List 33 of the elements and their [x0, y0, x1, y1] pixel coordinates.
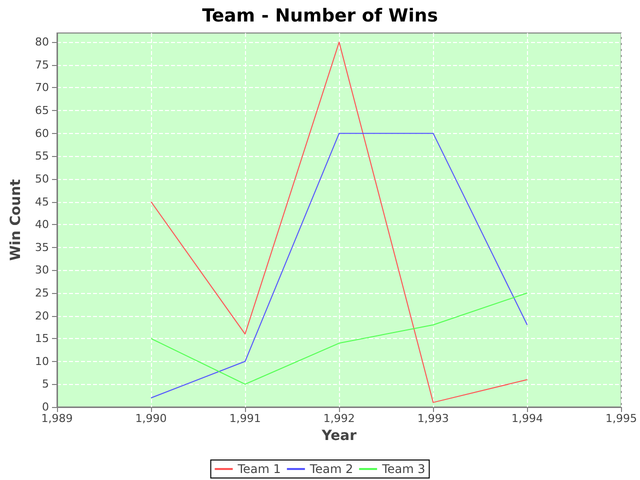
legend-label: Team 3	[381, 462, 426, 476]
y-tick-label: 60	[35, 126, 49, 140]
x-tick-label: 1,995	[606, 412, 638, 425]
y-tick-label: 15	[35, 332, 49, 346]
y-tick-label: 35	[35, 240, 49, 254]
y-tick-label: 10	[35, 354, 49, 368]
y-tick-label: 70	[35, 81, 49, 94]
y-tick-label: 55	[35, 150, 49, 163]
x-axis-title: Year	[320, 428, 357, 444]
y-tick-label: 20	[35, 309, 49, 322]
x-tick-label: 1,992	[323, 412, 355, 425]
legend-label: Team 2	[308, 462, 354, 476]
line-series	[150, 42, 528, 403]
y-tick-label: 0	[42, 400, 49, 414]
line-series	[150, 132, 528, 398]
x-tick-label: 1,993	[417, 412, 449, 425]
y-tick-label: 25	[35, 286, 49, 300]
y-tick-label: 75	[35, 58, 49, 72]
y-tick-label: 80	[35, 36, 49, 49]
line-series	[150, 292, 528, 385]
y-tick-label: 45	[35, 195, 49, 208]
y-tick-label: 5	[42, 378, 49, 391]
y-tick-label: 30	[35, 264, 49, 277]
x-tick-label: 1,990	[135, 412, 167, 425]
legend-label: Team 1	[236, 462, 281, 476]
y-axis-title: Win Count	[8, 178, 24, 261]
x-tick-label: 1,989	[41, 412, 73, 425]
chart-title: Team - Number of Wins	[202, 6, 438, 26]
y-tick-label: 40	[35, 218, 49, 232]
x-tick-label: 1,994	[511, 412, 543, 425]
y-tick-label: 65	[35, 104, 49, 118]
x-tick-label: 1,991	[229, 412, 261, 425]
y-tick-label: 50	[35, 172, 49, 186]
